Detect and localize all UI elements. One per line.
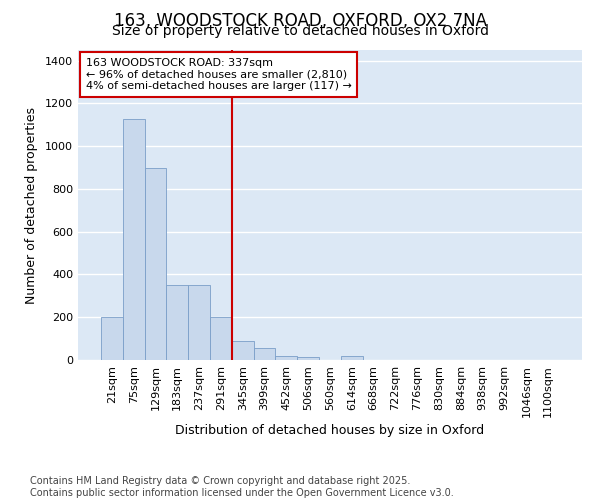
Bar (166, 285, 188, 360)
Bar (210, 317, 232, 360)
Bar (275, 356, 297, 360)
Bar (145, 168, 166, 360)
Bar (101, 317, 123, 360)
Bar (341, 356, 363, 360)
Bar (297, 357, 319, 360)
Bar (188, 285, 210, 360)
Bar (123, 120, 145, 360)
Text: 163 WOODSTOCK ROAD: 337sqm
← 96% of detached houses are smaller (2,810)
4% of se: 163 WOODSTOCK ROAD: 337sqm ← 96% of deta… (86, 58, 352, 91)
Text: 163, WOODSTOCK ROAD, OXFORD, OX2 7NA: 163, WOODSTOCK ROAD, OXFORD, OX2 7NA (113, 12, 487, 30)
X-axis label: Distribution of detached houses by size in Oxford: Distribution of detached houses by size … (175, 424, 485, 436)
Text: Size of property relative to detached houses in Oxford: Size of property relative to detached ho… (112, 24, 488, 38)
Bar (232, 341, 254, 360)
Text: Contains HM Land Registry data © Crown copyright and database right 2025.
Contai: Contains HM Land Registry data © Crown c… (30, 476, 454, 498)
Bar (254, 348, 275, 360)
Y-axis label: Number of detached properties: Number of detached properties (25, 106, 38, 304)
